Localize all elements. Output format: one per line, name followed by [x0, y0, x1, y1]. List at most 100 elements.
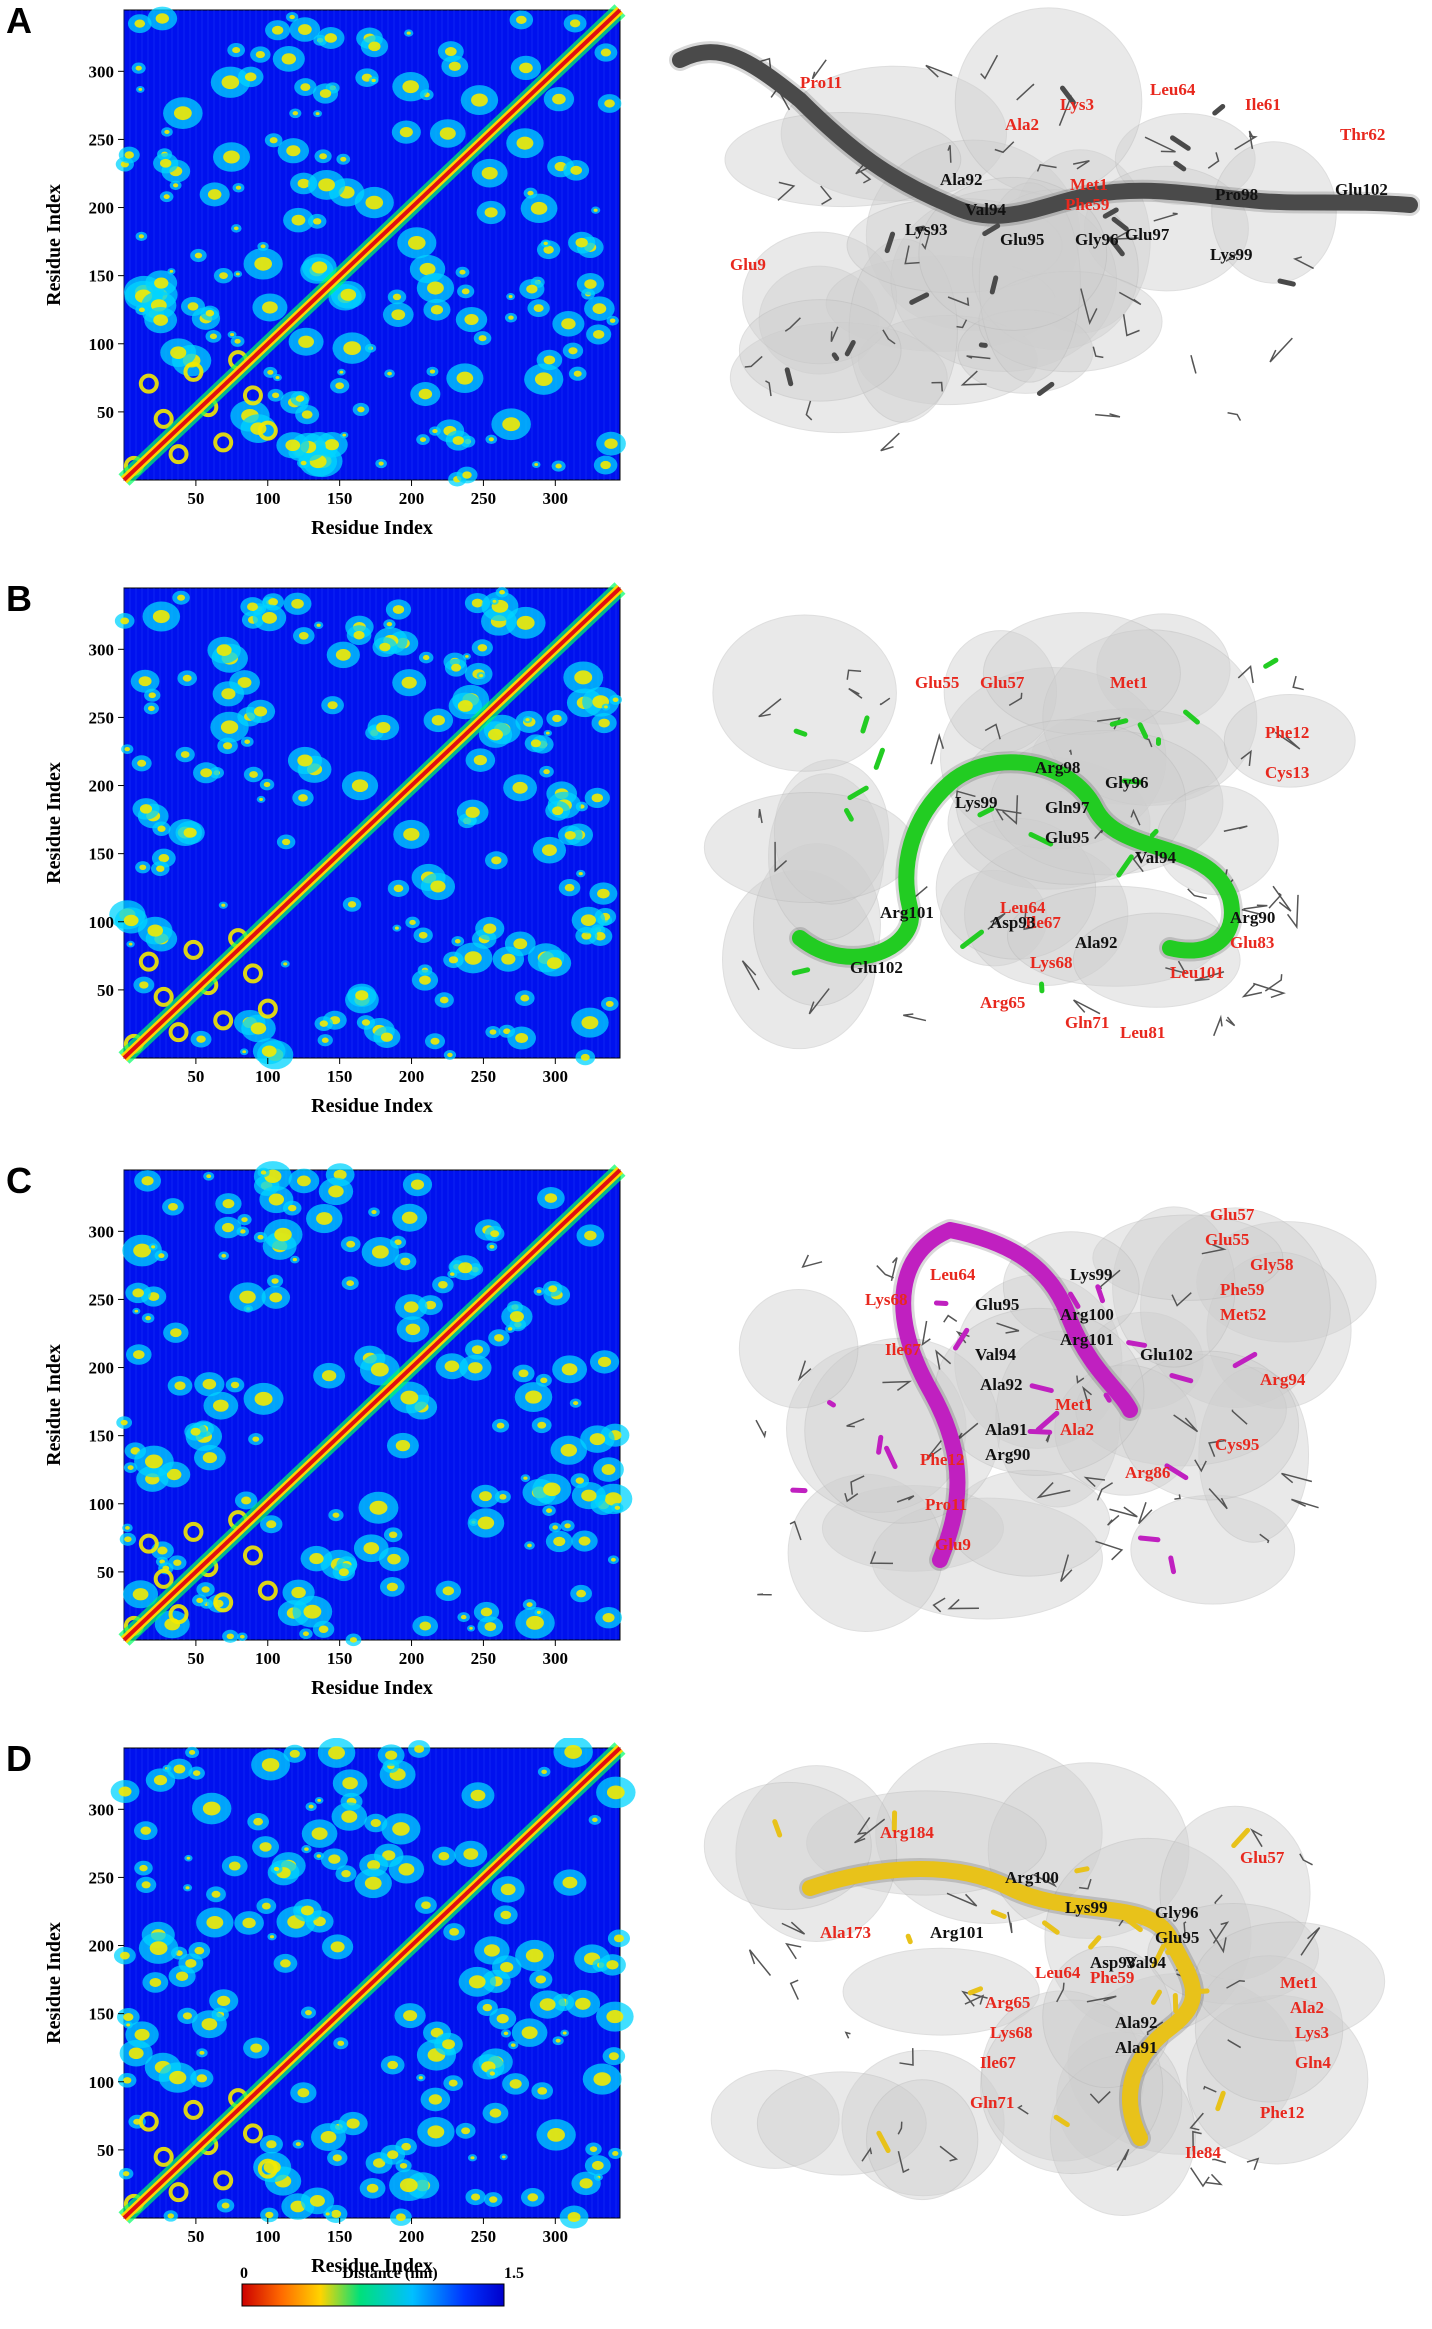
- x-tick-label: 100: [255, 1067, 281, 1086]
- peptide-residue-label: Glu102: [1335, 180, 1388, 199]
- y-tick-label: 200: [89, 1359, 115, 1378]
- receptor-residue-label: Glu9: [730, 255, 766, 274]
- receptor-residue-label: Met1: [1280, 1973, 1318, 1992]
- colorbar-title: Distance (nm): [342, 2265, 438, 2282]
- receptor-residue-label: Glu57: [1240, 1848, 1285, 1867]
- y-tick-label: 150: [89, 267, 115, 286]
- receptor-residue-label: Glu83: [1230, 933, 1274, 952]
- peptide-residue-label: Arg100: [1060, 1305, 1114, 1324]
- receptor-residue-label: Leu101: [1170, 963, 1224, 982]
- distance-colorbar: 0 Distance (nm) 1.5: [240, 2264, 540, 2324]
- receptor-residue-label: Pro11: [800, 73, 842, 92]
- peptide-residue-label: Gly96: [1075, 230, 1118, 249]
- y-tick-label: 300: [89, 1800, 115, 1819]
- x-tick-label: 200: [399, 2227, 425, 2246]
- peptide-residue-label: Glu102: [1140, 1345, 1193, 1364]
- peptide-residue-label: Ala92: [1075, 933, 1118, 952]
- y-tick-label: 100: [89, 335, 115, 354]
- peptide-residue-label: Pro98: [1215, 185, 1258, 204]
- peptide-residue-label: Lys99: [955, 793, 998, 812]
- peptide-residue-label: Glu95: [1155, 1928, 1199, 1947]
- x-tick-label: 250: [471, 1649, 497, 1668]
- receptor-residue-label: Met1: [1070, 175, 1108, 194]
- x-tick-label: 100: [255, 1649, 281, 1668]
- y-tick-label: 300: [89, 640, 115, 659]
- receptor-residue-label: Ile67: [885, 1340, 921, 1359]
- receptor-residue-label: Ala2: [1290, 1998, 1324, 2017]
- y-tick-label: 100: [89, 1495, 115, 1514]
- x-tick-label: 50: [187, 1067, 204, 1086]
- y-tick-label: 250: [89, 1868, 115, 1887]
- x-tick-label: 50: [187, 489, 204, 508]
- peptide-residue-label: Glu95: [1045, 828, 1089, 847]
- y-axis-label: Residue Index: [43, 184, 65, 306]
- receptor-residue-label: Leu64: [1035, 1963, 1081, 1982]
- receptor-residue-label: Lys68: [990, 2023, 1033, 2042]
- y-tick-label: 150: [89, 845, 115, 864]
- receptor-residue-label: Leu64: [930, 1265, 976, 1284]
- x-tick-label: 250: [471, 1067, 497, 1086]
- receptor-residue-label: Ile84: [1185, 2143, 1221, 2162]
- receptor-residue-label: Ile67: [980, 2053, 1016, 2072]
- colorbar-gradient: [242, 2284, 504, 2306]
- receptor-residue-label: Met1: [1055, 1395, 1093, 1414]
- y-tick-label: 250: [89, 130, 115, 149]
- x-axis-label: Residue Index: [311, 1095, 433, 1117]
- y-tick-label: 100: [89, 913, 115, 932]
- receptor-residue-label: Lys3: [1060, 95, 1094, 114]
- y-tick-label: 100: [89, 2073, 115, 2092]
- peptide-residue-label: Val94: [1135, 848, 1176, 867]
- receptor-residue-label: Thr62: [1340, 125, 1385, 144]
- x-tick-label: 200: [399, 1067, 425, 1086]
- x-tick-label: 300: [543, 1649, 569, 1668]
- peptide-residue-label: Ala91: [985, 1420, 1028, 1439]
- colorbar-max: 1.5: [504, 2265, 524, 2282]
- receptor-residue-label: Leu81: [1120, 1023, 1165, 1042]
- y-axis-label: Residue Index: [43, 1344, 65, 1466]
- peptide-residue-label: Arg90: [985, 1445, 1030, 1464]
- receptor-residue-label: Arg86: [1125, 1463, 1170, 1482]
- receptor-residue-label: Ile61: [1245, 95, 1281, 114]
- receptor-residue-label: Glu57: [1210, 1205, 1255, 1224]
- peptide-residue-label: Lys99: [1065, 1898, 1108, 1917]
- receptor-residue-label: Leu64: [1150, 80, 1196, 99]
- peptide-residue-label: Arg101: [930, 1923, 984, 1942]
- y-tick-label: 300: [89, 62, 115, 81]
- peptide-residue-label: Arg100: [1005, 1868, 1059, 1887]
- peptide-residue-label: Gln97: [1045, 798, 1090, 817]
- peptide-residue-label: Glu95: [1000, 230, 1044, 249]
- x-tick-label: 300: [543, 1067, 569, 1086]
- y-tick-label: 150: [89, 1427, 115, 1446]
- receptor-residue-label: Glu9: [935, 1535, 971, 1554]
- x-tick-label: 300: [543, 2227, 569, 2246]
- peptide-residue-label: Ala92: [1115, 2013, 1158, 2032]
- peptide-residue-label: Val94: [965, 200, 1006, 219]
- x-tick-label: 300: [543, 489, 569, 508]
- peptide-residue-label: Asp93: [1090, 1953, 1135, 1972]
- receptor-residue-label: Gly58: [1250, 1255, 1293, 1274]
- peptide-residue-label: Glu97: [1125, 225, 1170, 244]
- receptor-residue-label: Phe59: [1065, 195, 1109, 214]
- peptide-residue-label: Lys93: [905, 220, 948, 239]
- receptor-residue-label: Lys68: [1030, 953, 1073, 972]
- y-tick-label: 250: [89, 1290, 115, 1309]
- y-tick-label: 50: [97, 981, 114, 1000]
- receptor-residue-label: Glu55: [1205, 1230, 1249, 1249]
- peptide-residue-label: Arg101: [1060, 1330, 1114, 1349]
- x-tick-label: 100: [255, 2227, 281, 2246]
- peptide-residue-label: Glu95: [975, 1295, 1019, 1314]
- receptor-residue-label: Arg94: [1260, 1370, 1306, 1389]
- receptor-residue-label: Lys68: [865, 1290, 908, 1309]
- y-tick-label: 200: [89, 777, 115, 796]
- peptide-residue-label: Asp93: [990, 913, 1035, 932]
- y-tick-label: 50: [97, 403, 114, 422]
- receptor-residue-label: Ala2: [1005, 115, 1039, 134]
- x-tick-label: 50: [187, 1649, 204, 1668]
